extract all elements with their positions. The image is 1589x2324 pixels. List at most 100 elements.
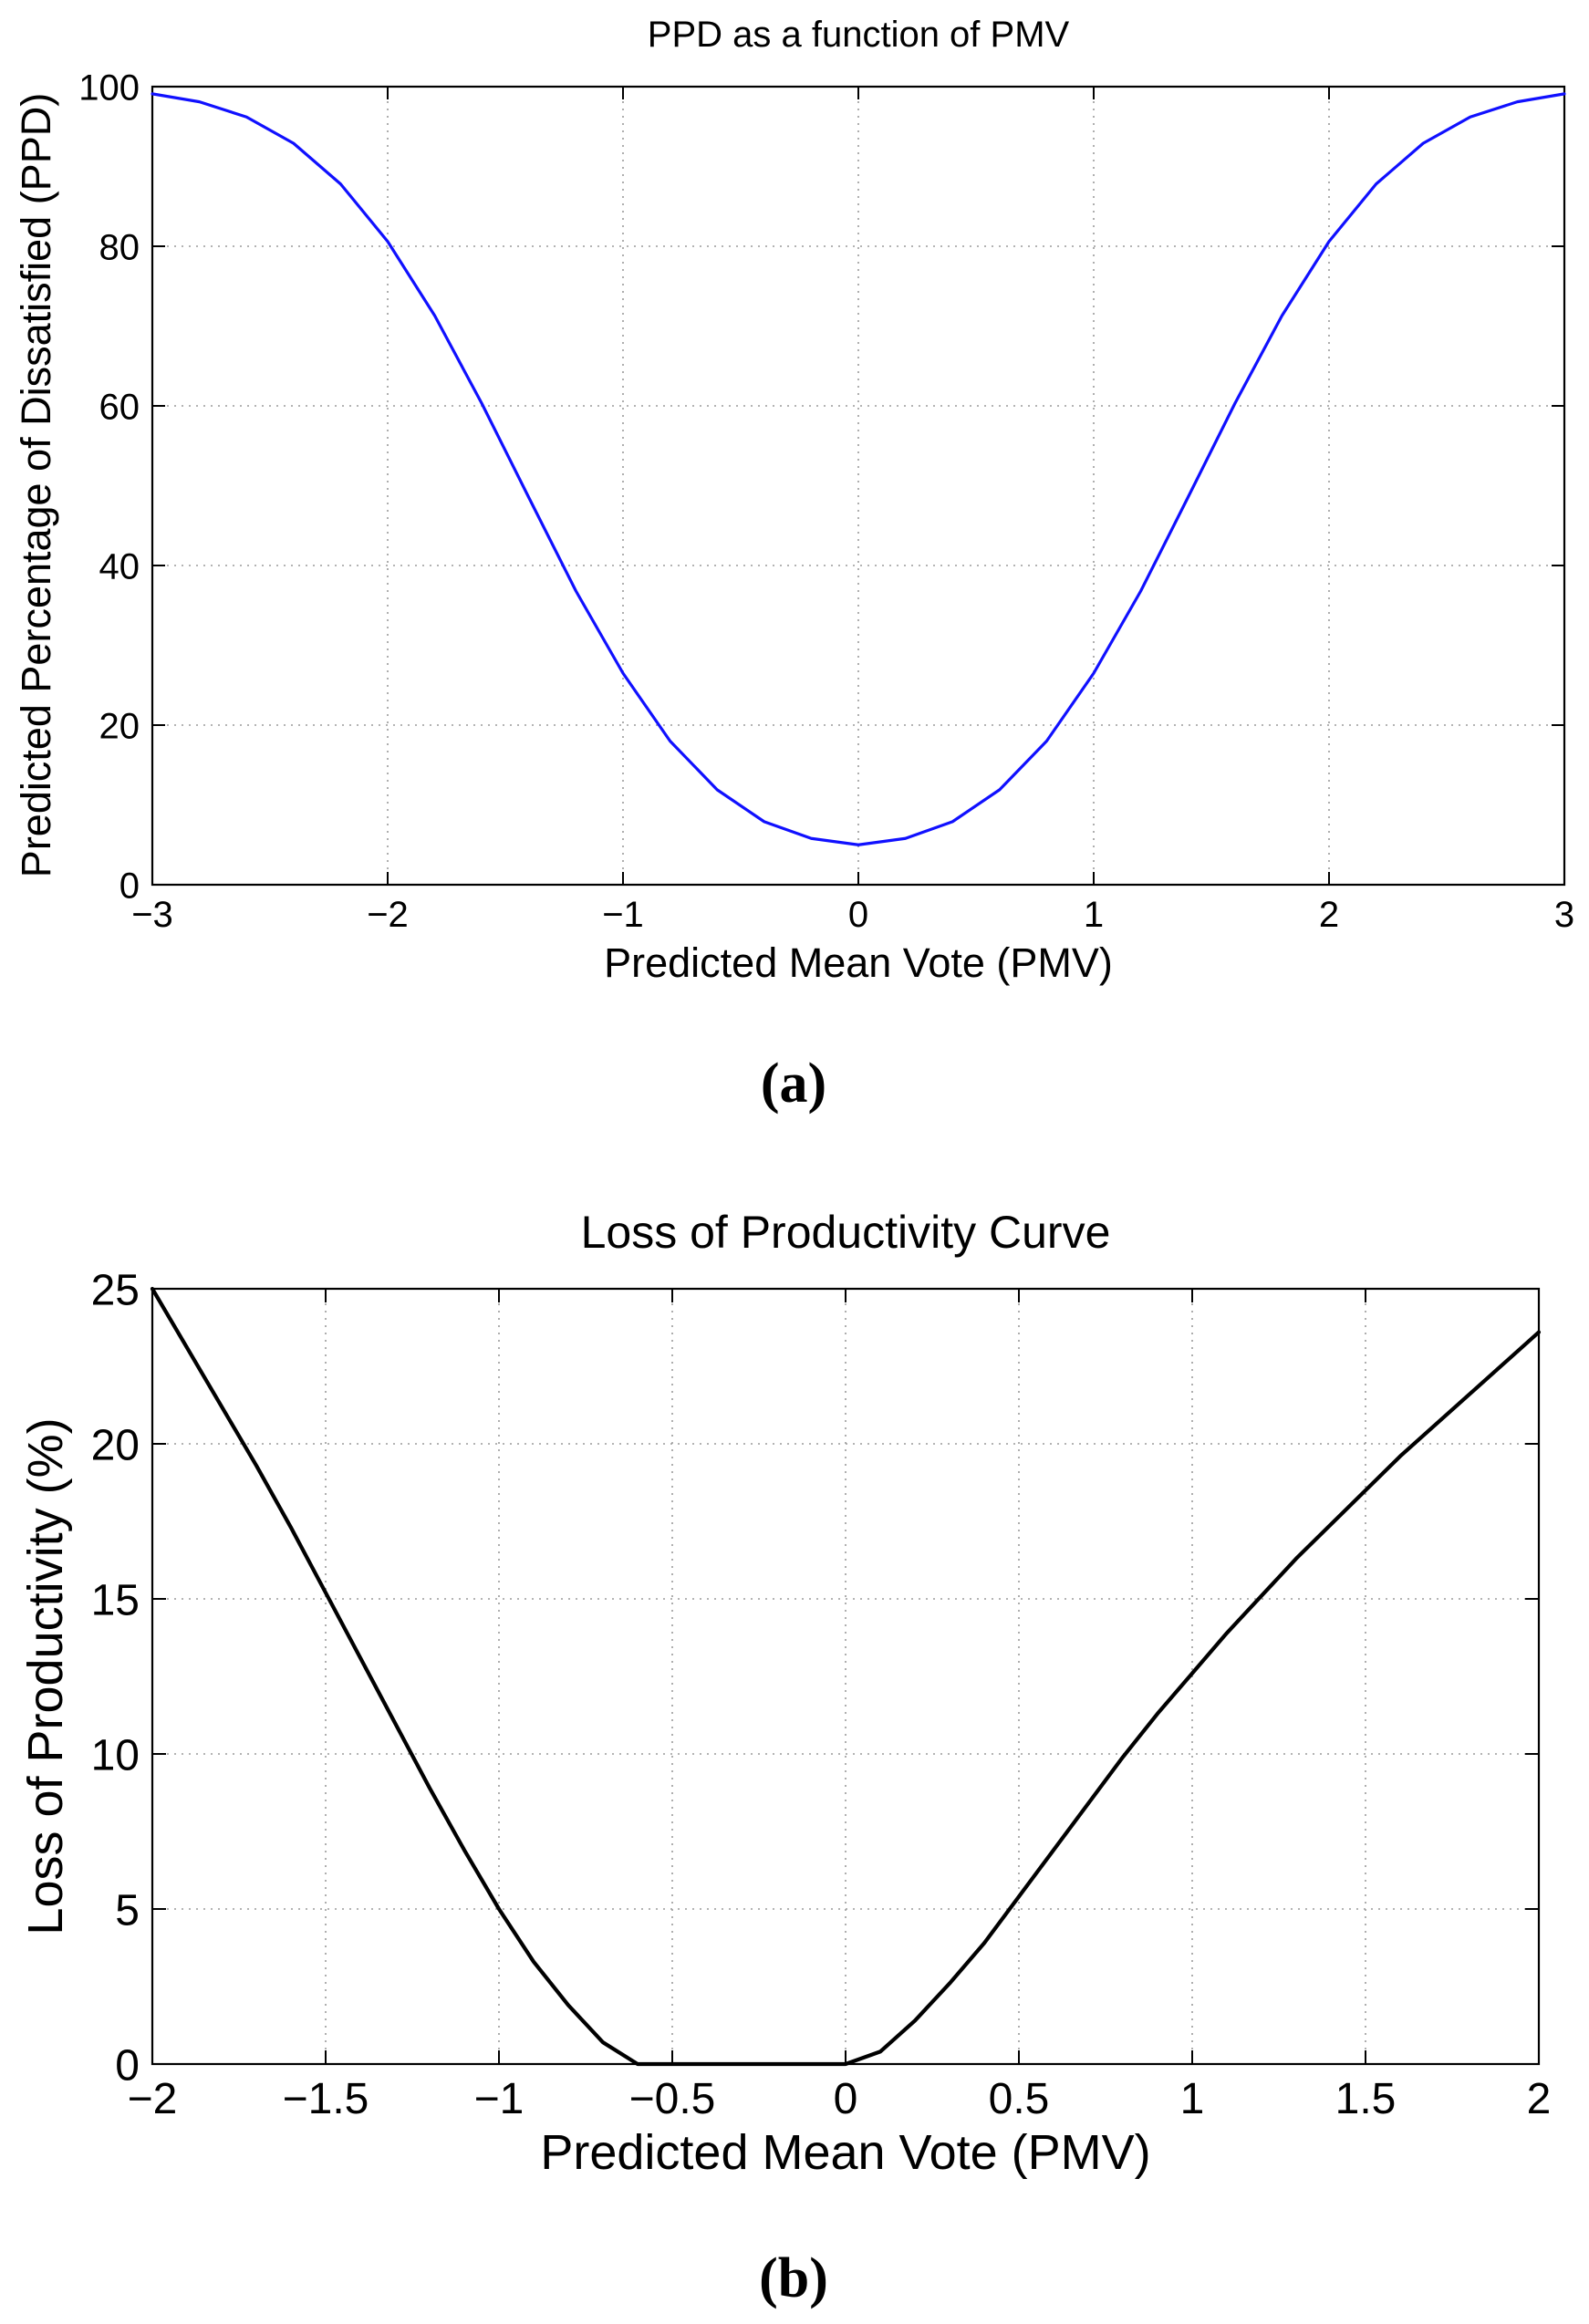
ppd-data-point [763,821,765,823]
ppd-y-tick-label: 100 [78,67,140,108]
productivity-x-tick-label: 0.5 [989,2075,1050,2123]
ppd-x-tick-label: −3 [131,895,173,935]
ppd-series [151,92,1566,846]
ppd-data-point [1187,497,1189,499]
ppd-chart-title: PPD as a function of PMV [648,15,1070,55]
productivity-y-tick-label: 20 [91,1421,140,1469]
productivity-data-point [1399,1456,1401,1458]
productivity-data-point [1330,1523,1332,1525]
ppd-chart: −3 −2 −1 0 1 2 3 0 20 40 60 80 100 PPD as a function… [13,15,1574,1115]
productivity-data-point [983,1942,985,1944]
productivity-data-point [914,2019,916,2021]
ppd-y-tick-label: 80 [99,227,140,267]
productivity-data-point [394,1722,396,1724]
productivity-y-tick-label: 10 [91,1731,140,1779]
productivity-x-tick-label: −1 [474,2075,524,2123]
ppd-data-point [1470,116,1471,118]
ppd-data-point [1328,241,1330,243]
ppd-data-point [905,837,907,839]
productivity-data-point [186,1347,188,1349]
ppd-x-tick-label: 3 [1554,895,1574,935]
ppd-data-point [1045,741,1047,742]
productivity-data-point [775,2063,777,2065]
ppd-data-point [481,402,483,404]
ppd-x-tick-label: −2 [367,895,409,935]
productivity-data-point [810,2063,812,2065]
ppd-data-point [575,590,576,592]
ppd-data-point [716,789,718,791]
productivity-data-point [1261,1595,1262,1597]
productivity-data-point [1538,1332,1540,1333]
ppd-grid [152,87,1564,885]
ppd-x-tick-label: 0 [848,895,868,935]
ppd-data-point [245,116,247,118]
productivity-x-tick-label: 1.5 [1335,2075,1397,2123]
ppd-data-point [999,789,1001,791]
ppd-x-tick-label: 2 [1319,895,1339,935]
productivity-x-axis-label: Predicted Mean Vote (PMV) [540,2125,1150,2180]
ppd-data-point [339,183,341,185]
productivity-data-point [637,2063,639,2065]
ppd-y-tick-label: 20 [99,706,140,746]
productivity-data-point [290,1527,292,1529]
productivity-data-point [533,1961,535,1963]
productivity-data-point [567,2004,569,2006]
ppd-data-point [951,821,953,823]
productivity-x-tick-label: −1.5 [283,2075,369,2123]
ppd-y-tick-label: 40 [99,546,140,586]
productivity-data-point [1226,1632,1228,1634]
productivity-x-tick-label: 1 [1180,2075,1205,2123]
productivity-x-tick-label: −0.5 [629,2075,716,2123]
productivity-data-point [671,2063,673,2065]
productivity-data-point [1469,1394,1470,1395]
ppd-data-point [1140,590,1142,592]
productivity-data-point [1191,1673,1193,1675]
productivity-data-point [1157,1713,1158,1715]
productivity-data-point [1122,1756,1124,1758]
productivity-data-point [1295,1558,1297,1560]
ppd-y-tick-label: 0 [119,866,140,906]
productivity-grid [152,1289,1539,2064]
ppd-data-point [1234,402,1236,404]
productivity-data-point [1018,1895,1020,1897]
ppd-x-axis-label: Predicted Mean Vote (PMV) [604,939,1113,986]
ppd-data-point [1376,183,1377,185]
productivity-data-point [325,1592,327,1593]
productivity-data-point [1434,1425,1436,1427]
ppd-data-point [857,844,859,846]
productivity-caption: (b) [759,2247,828,2309]
ppd-data-point [1093,672,1095,674]
productivity-data-point [498,1908,500,1910]
productivity-chart-title: Loss of Productivity Curve [581,1207,1111,1258]
ppd-data-point [528,497,530,499]
ppd-data-point [199,101,201,103]
ppd-caption: (a) [761,1053,826,1115]
productivity-x-tick-label: 2 [1527,2075,1552,2123]
ppd-y-tick-label: 60 [99,387,140,427]
ppd-data-point [1281,315,1283,316]
productivity-data-point [463,1849,465,1851]
ppd-y-axis-label: Predicted Percentage of Dissatisfied (PP… [13,93,59,877]
ppd-x-tick-label: −1 [602,895,644,935]
productivity-series-line [150,1286,1542,2067]
productivity-y-axis-label: Loss of Productivity (%) [18,1417,73,1935]
ppd-data-point [387,241,389,243]
productivity-data-point [602,2041,604,2043]
productivity-data-point [1087,1802,1089,1804]
ppd-data-point [670,741,671,742]
productivity-x-tick-label: −2 [128,2075,178,2123]
productivity-y-tick-label: 5 [115,1886,140,1935]
productivity-data-point [741,2063,743,2065]
productivity-y-tick-label: 25 [91,1266,140,1314]
ppd-ticks: −3 −2 −1 0 1 2 3 0 20 40 60 80 100 [78,67,1574,935]
productivity-data-point [949,1983,950,1985]
productivity-data-point [1365,1489,1366,1491]
productivity-y-tick-label: 0 [115,2041,140,2090]
ppd-series-line [151,92,1566,846]
ppd-data-point [151,93,153,95]
ppd-data-point [1422,142,1424,144]
